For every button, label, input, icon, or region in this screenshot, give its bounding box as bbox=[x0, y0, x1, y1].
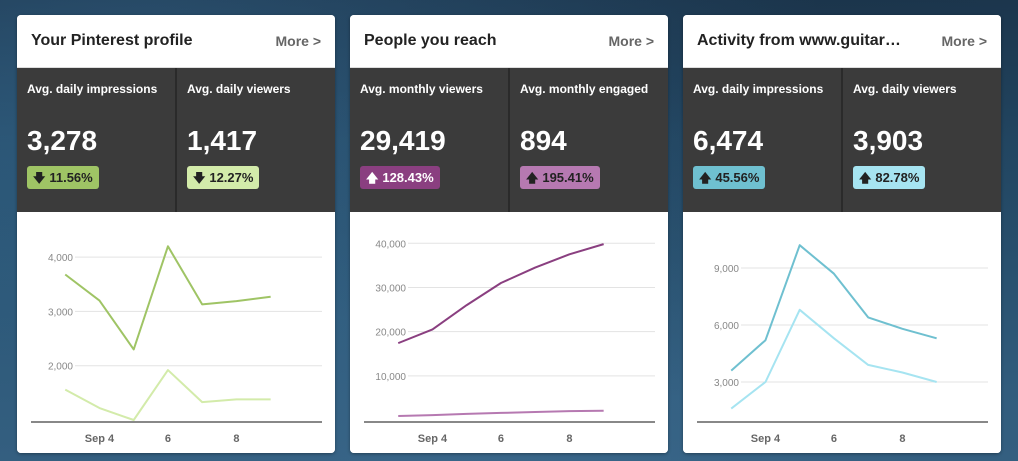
card-pinterest-profile: Your Pinterest profile More > Avg. daily… bbox=[17, 15, 335, 453]
stat-viewers: Avg. daily viewers 1,417 🡇 12.27% bbox=[175, 68, 335, 212]
change-badge: 🡅 195.41% bbox=[520, 166, 600, 189]
stat-label: Avg. daily viewers bbox=[187, 82, 291, 96]
stat-label: Avg. daily viewers bbox=[853, 82, 957, 96]
change-value: 12.27% bbox=[209, 170, 254, 185]
change-badge: 🡇 11.56% bbox=[27, 166, 99, 189]
change-value: 128.43% bbox=[382, 170, 434, 185]
series-line-2 bbox=[398, 409, 604, 418]
change-value: 11.56% bbox=[49, 170, 93, 185]
y-tick-label: 20,000 bbox=[375, 328, 406, 339]
stat-label: Avg. monthly engaged bbox=[520, 82, 649, 96]
x-tick-label: Sep 4 bbox=[85, 433, 115, 445]
line-chart: 10,000 20,000 30,000 40,000 Sep 4 6 8 bbox=[350, 212, 668, 453]
change-value: 45.56% bbox=[715, 170, 760, 185]
line-chart: 3,000 6,000 9,000 Sep 4 6 8 bbox=[683, 212, 1001, 453]
stat-impressions: Avg. daily impressions 3,278 🡇 11.56% bbox=[17, 68, 175, 212]
stat-monthly-viewers: Avg. monthly viewers 29,419 🡅 128.43% bbox=[350, 68, 508, 212]
arrow-up-icon: 🡅 bbox=[526, 170, 539, 185]
change-badge: 🡇 12.27% bbox=[187, 166, 260, 189]
card-title: Activity from www.guitar… bbox=[697, 32, 901, 49]
stat-value: 3,278 bbox=[27, 125, 98, 156]
change-value: 82.78% bbox=[875, 170, 920, 185]
card-header: Activity from www.guitar… More > bbox=[683, 15, 1001, 68]
arrow-up-icon: 🡅 bbox=[859, 170, 872, 185]
y-tick-label: 10,000 bbox=[375, 372, 406, 383]
x-tick-label: 6 bbox=[831, 433, 837, 445]
stats-panel: Avg. monthly viewers 29,419 🡅 128.43% Av… bbox=[350, 68, 668, 212]
arrow-down-icon: 🡇 bbox=[193, 170, 206, 185]
card-people-you-reach: People you reach More > Avg. monthly vie… bbox=[350, 15, 668, 453]
stat-label: Avg. daily impressions bbox=[27, 82, 158, 96]
arrow-down-icon: 🡇 bbox=[33, 170, 46, 185]
stat-viewers: Avg. daily viewers 3,903 🡅 82.78% bbox=[841, 68, 1001, 212]
y-tick-label: 4,000 bbox=[48, 253, 73, 264]
card-header: People you reach More > bbox=[350, 15, 668, 68]
stat-impressions: Avg. daily impressions 6,474 🡅 45.56% bbox=[683, 68, 841, 212]
stat-value: 3,903 bbox=[853, 125, 924, 156]
x-tick-label: 6 bbox=[165, 433, 171, 445]
x-tick-label: 8 bbox=[566, 433, 572, 445]
stat-label: Avg. daily impressions bbox=[693, 82, 824, 96]
change-badge: 🡅 45.56% bbox=[693, 166, 766, 189]
x-tick-label: 8 bbox=[899, 433, 905, 445]
stats-panel: Avg. daily impressions 3,278 🡇 11.56% Av… bbox=[17, 68, 335, 212]
x-tick-label: 6 bbox=[498, 433, 504, 445]
stat-label: Avg. monthly viewers bbox=[360, 82, 483, 96]
card-title: Your Pinterest profile bbox=[31, 32, 193, 49]
y-tick-label: 3,000 bbox=[714, 378, 739, 389]
series-line-1 bbox=[397, 243, 604, 345]
more-link[interactable]: More > bbox=[275, 33, 321, 49]
change-badge: 🡅 82.78% bbox=[853, 166, 926, 189]
stat-value: 1,417 bbox=[187, 125, 258, 156]
x-tick-label: Sep 4 bbox=[751, 433, 781, 445]
more-link[interactable]: More > bbox=[608, 33, 654, 49]
more-link[interactable]: More > bbox=[941, 33, 987, 49]
arrow-up-icon: 🡅 bbox=[366, 170, 379, 185]
stat-value: 29,419 bbox=[360, 125, 446, 156]
x-tick-label: 8 bbox=[233, 433, 239, 445]
card-title: People you reach bbox=[364, 32, 497, 49]
y-tick-label: 2,000 bbox=[48, 362, 73, 373]
card-activity-website: Activity from www.guitar… More > Avg. da… bbox=[683, 15, 1001, 453]
stat-value: 894 bbox=[520, 125, 567, 156]
change-badge: 🡅 128.43% bbox=[360, 166, 440, 189]
stat-value: 6,474 bbox=[693, 125, 764, 156]
y-tick-label: 3,000 bbox=[48, 307, 73, 318]
series-line-1 bbox=[730, 244, 937, 372]
y-tick-label: 6,000 bbox=[714, 321, 739, 332]
series-line-2 bbox=[64, 369, 271, 421]
series-line-1 bbox=[64, 245, 271, 351]
y-tick-label: 40,000 bbox=[375, 239, 406, 250]
stats-panel: Avg. daily impressions 6,474 🡅 45.56% Av… bbox=[683, 68, 1001, 212]
series-line-2 bbox=[730, 308, 937, 410]
line-chart: 2,000 3,000 4,000 Sep 4 6 8 bbox=[17, 212, 335, 453]
x-tick-label: Sep 4 bbox=[418, 433, 448, 445]
y-tick-label: 9,000 bbox=[714, 264, 739, 275]
y-tick-label: 30,000 bbox=[375, 283, 406, 294]
card-header: Your Pinterest profile More > bbox=[17, 15, 335, 68]
arrow-up-icon: 🡅 bbox=[699, 170, 712, 185]
change-value: 195.41% bbox=[542, 170, 594, 185]
stat-monthly-engaged: Avg. monthly engaged 894 🡅 195.41% bbox=[508, 68, 668, 212]
